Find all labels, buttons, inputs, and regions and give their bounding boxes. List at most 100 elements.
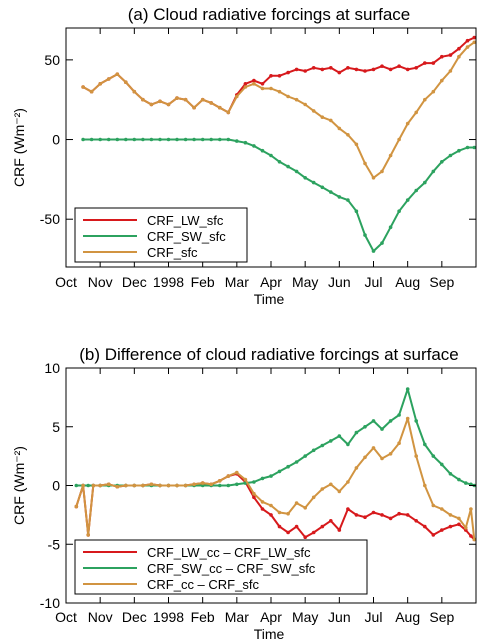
data-point [226,474,231,478]
data-point [329,118,333,123]
data-point [218,105,222,110]
data-point [124,80,128,84]
data-point [74,504,79,509]
data-point [464,526,468,530]
data-point [337,195,342,199]
x-tick-label: Oct [55,609,77,625]
series-3 [81,40,476,180]
data-point [405,387,410,391]
data-point [89,89,94,94]
x-tick-label: Dec [122,609,147,625]
data-point [465,38,470,43]
y-tick-label: -50 [40,211,60,227]
data-point [235,470,239,475]
data-point [235,139,239,143]
data-point [175,137,179,142]
data-point [277,524,282,529]
data-point [294,524,299,529]
data-point [431,533,436,537]
x-tick-label: Mar [225,274,249,290]
data-point [346,198,350,202]
data-point [132,137,137,142]
data-point [329,190,333,194]
data-point [320,67,325,72]
data-point [457,54,461,59]
data-point [329,482,333,487]
data-point [448,524,453,529]
data-point [286,164,290,169]
y-tick-label: -5 [48,536,61,552]
data-point [354,209,359,213]
data-point [448,53,453,57]
data-point [158,99,162,104]
data-point [277,469,282,474]
data-point [218,137,222,142]
data-point [397,209,401,213]
data-point [200,137,205,142]
data-point [124,137,128,142]
data-point [423,61,427,65]
data-point [149,137,154,142]
data-point [423,97,427,102]
data-point [363,455,367,460]
data-point [269,474,273,478]
data-point [388,225,393,229]
data-point [380,456,384,461]
data-point [192,105,196,110]
data-point [235,94,239,99]
y-tick-label: -10 [40,595,60,611]
data-point [260,476,265,481]
data-point [166,102,171,107]
data-point [243,85,248,89]
data-point [209,137,213,142]
data-point [465,45,470,49]
data-point [277,89,282,94]
data-point [141,137,145,142]
data-point [414,454,419,458]
data-point [423,483,427,488]
data-point [243,140,248,145]
data-point [337,489,342,494]
data-point [286,511,290,516]
data-point [337,528,342,532]
data-point [294,67,299,72]
data-point [414,188,419,193]
x-tick-label: Dec [122,274,147,290]
data-point [311,109,316,113]
data-point [431,169,436,174]
data-point [252,491,256,496]
data-point [405,513,410,517]
data-point [388,67,393,72]
data-point [346,133,350,137]
data-point [440,507,444,511]
data-point [423,442,427,447]
data-point [469,534,473,538]
data-point [423,524,427,529]
data-point [397,137,401,142]
data-point [106,77,111,81]
data-point [86,533,90,537]
data-point [252,480,256,484]
data-point [363,425,367,429]
x-tick-label: Jun [328,609,351,625]
data-point [98,82,102,86]
y-tick-label: 10 [44,360,60,376]
data-point [337,70,342,75]
data-point [380,169,384,174]
data-point [269,513,273,517]
data-point [218,483,222,488]
data-point [149,482,154,487]
data-point [81,137,85,142]
data-point [286,464,290,469]
data-point [371,67,376,72]
data-point [371,446,376,450]
data-point [166,483,171,488]
data-point [209,101,213,105]
data-point [183,97,188,102]
data-point [388,452,393,456]
x-tick-label: Apr [260,274,282,290]
data-point [303,102,308,107]
data-point [431,454,436,458]
